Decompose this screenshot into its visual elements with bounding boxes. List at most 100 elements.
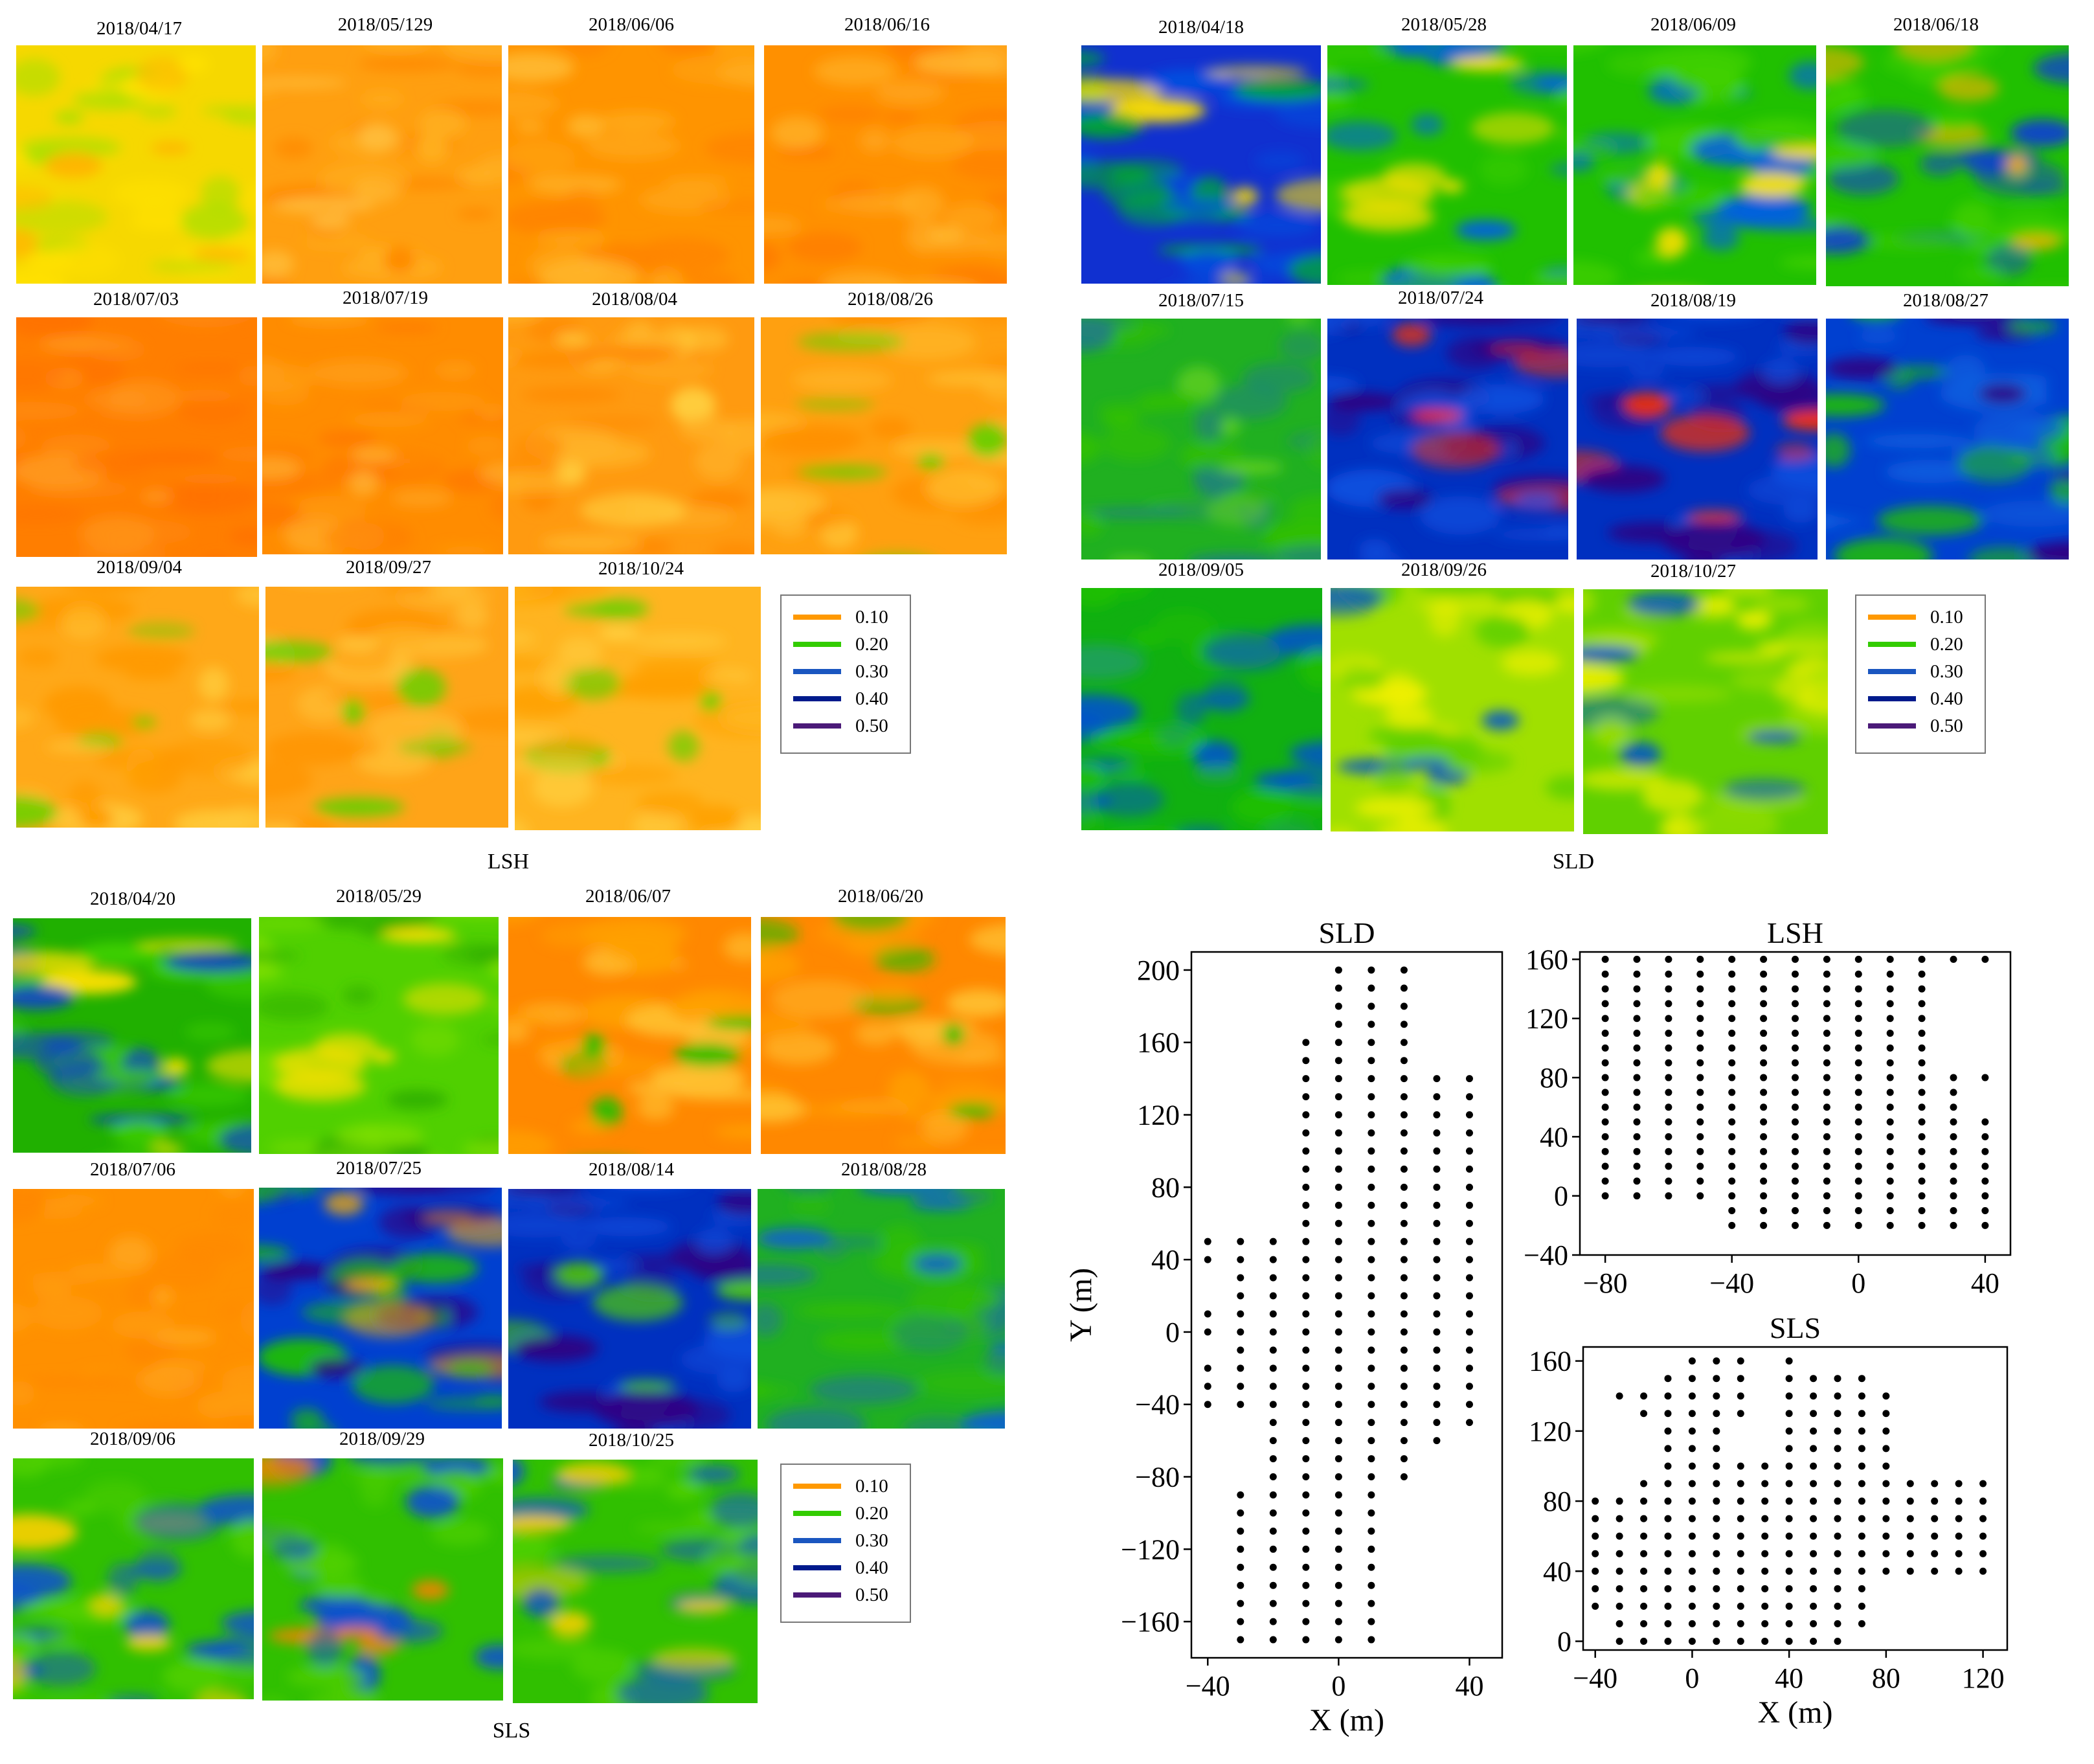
sample-point — [1616, 1585, 1623, 1592]
sample-point — [1728, 1133, 1736, 1140]
sample-point — [1269, 1437, 1277, 1445]
sample-point — [1633, 1133, 1641, 1140]
sls-date-3: 2018/06/07 — [585, 886, 671, 907]
sample-point — [1737, 1567, 1744, 1575]
sample-point — [1854, 1089, 1862, 1096]
sld-map-tile — [1327, 319, 1568, 560]
lsh-map-tile — [16, 317, 257, 557]
sample-point — [1918, 1148, 1926, 1155]
sample-point — [1728, 1089, 1736, 1096]
sample-point — [1302, 1618, 1310, 1625]
sample-point — [1665, 1162, 1672, 1170]
sample-point — [1823, 1074, 1830, 1081]
sample-point — [1400, 1383, 1408, 1390]
sample-point — [1823, 970, 1830, 978]
sample-point — [1400, 1419, 1408, 1427]
sample-point — [1465, 1075, 1473, 1083]
sample-point — [1810, 1515, 1818, 1522]
sample-point — [1906, 1515, 1914, 1522]
sample-point — [1433, 1401, 1441, 1408]
sample-point — [1792, 1074, 1799, 1081]
x-tick-label: 0 — [1685, 1662, 1699, 1694]
legend-swatch — [793, 723, 841, 729]
sample-point — [1237, 1636, 1244, 1644]
sample-point — [1433, 1183, 1441, 1191]
sls-map-tile — [259, 917, 499, 1154]
sample-point — [1601, 1133, 1609, 1140]
sls-map-tile — [259, 1188, 502, 1429]
sample-point — [1334, 1129, 1342, 1136]
sample-point — [1950, 1162, 1957, 1170]
sample-point — [1334, 1401, 1342, 1408]
sample-point — [1931, 1532, 1939, 1540]
sample-point — [1633, 1030, 1641, 1037]
sample-point — [1368, 1473, 1375, 1481]
sample-point — [1400, 1075, 1408, 1083]
lsh-map-tile — [508, 45, 754, 284]
sample-point — [1601, 985, 1609, 993]
sample-point — [1728, 1148, 1736, 1155]
sls-map-tile — [761, 917, 1006, 1154]
sample-point — [1761, 1620, 1769, 1627]
sample-point — [1368, 1509, 1375, 1517]
sample-point — [1737, 1357, 1744, 1365]
sld-sampling-scatter: −40 0 40 200 160 120 80 40 0 −40 −80 −120 −160 SLD X (… — [1062, 907, 1567, 1764]
sample-point — [1368, 1075, 1375, 1083]
sample-point — [1640, 1567, 1648, 1575]
sample-point — [1302, 1183, 1310, 1191]
sample-point — [1854, 1044, 1862, 1052]
sample-point — [1368, 966, 1375, 974]
sample-point — [1368, 1165, 1375, 1173]
sample-point — [1664, 1410, 1672, 1418]
lsh-date-1: 2018/04/17 — [96, 18, 183, 39]
sample-point — [1696, 1059, 1704, 1067]
sld-date-3: 2018/06/09 — [1650, 14, 1737, 35]
sample-point — [1823, 1118, 1830, 1126]
sample-point — [1334, 1201, 1342, 1209]
sld-panel-label: SLD — [1552, 850, 1595, 874]
sample-point — [1713, 1445, 1720, 1453]
sample-point — [1433, 1093, 1441, 1101]
sample-point — [1728, 985, 1736, 993]
sample-point — [1368, 1437, 1375, 1445]
sample-point — [1269, 1473, 1277, 1481]
sample-point — [1633, 1000, 1641, 1008]
sample-point — [1269, 1618, 1277, 1625]
sample-point — [1334, 1021, 1342, 1028]
sample-point — [1760, 1148, 1768, 1155]
sample-point — [1886, 1162, 1894, 1170]
sample-point — [1854, 1118, 1862, 1126]
sld-date-5: 2018/07/15 — [1158, 290, 1244, 311]
sample-point — [1981, 1162, 1989, 1170]
sld-map-tile — [1573, 45, 1816, 285]
sample-point — [1302, 1527, 1310, 1535]
sample-point — [1882, 1515, 1890, 1522]
sample-point — [1979, 1497, 1987, 1505]
sample-point — [1834, 1375, 1841, 1383]
sample-point — [1640, 1602, 1648, 1610]
sample-point — [1886, 985, 1894, 993]
y-tick-label: 120 — [1137, 1100, 1180, 1131]
sample-point — [1334, 1057, 1342, 1065]
sample-point — [1823, 1044, 1830, 1052]
sample-point — [1633, 1192, 1641, 1200]
sample-point — [1858, 1392, 1865, 1400]
legend-swatch — [793, 1511, 841, 1516]
sample-point — [1713, 1567, 1720, 1575]
sls-date-11: 2018/10/25 — [588, 1430, 675, 1451]
sample-point — [1633, 1103, 1641, 1111]
sample-point — [1981, 1177, 1989, 1185]
sample-point — [1665, 1177, 1672, 1185]
sample-point — [1834, 1567, 1841, 1575]
sample-point — [1950, 1074, 1957, 1081]
sample-point — [1918, 1207, 1926, 1215]
sample-point — [1592, 1497, 1599, 1505]
sls-date-7: 2018/08/14 — [588, 1159, 675, 1180]
chart-title: SLD — [1319, 916, 1375, 949]
legend-row: 0.50 — [793, 1581, 898, 1609]
sample-point — [1433, 1111, 1441, 1119]
x-axis-label: X (m) — [1758, 1695, 1833, 1730]
y-tick-label: 0 — [1165, 1317, 1180, 1348]
sample-point — [1886, 1148, 1894, 1155]
sample-point — [1737, 1497, 1744, 1505]
